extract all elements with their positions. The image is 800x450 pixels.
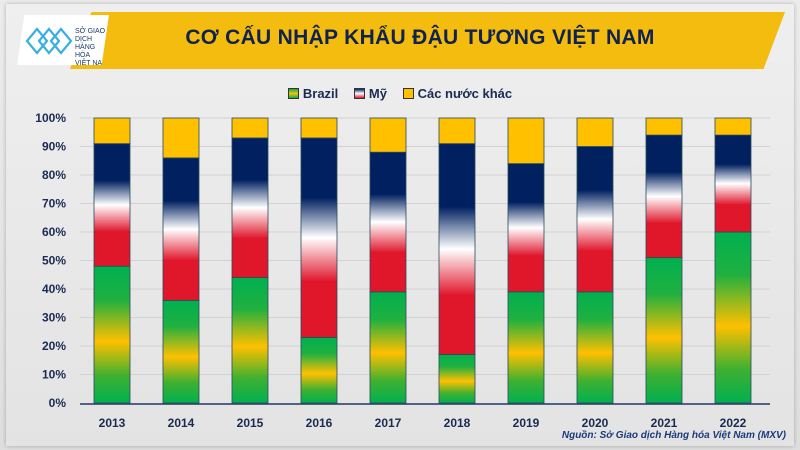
bar-segment-my xyxy=(576,146,614,293)
y-tick-label: 0% xyxy=(49,396,67,410)
bar-segment-others xyxy=(645,117,683,136)
bar-segment-brazil xyxy=(645,257,683,404)
bar-segment-brazil xyxy=(438,354,476,404)
y-tick-label: 20% xyxy=(42,339,66,353)
legend-swatch-my xyxy=(353,88,365,99)
bar-segment-my xyxy=(300,137,338,338)
legend-item-others: Các nước khác xyxy=(402,86,513,101)
bar-segment-others xyxy=(507,117,545,164)
chart-title: CƠ CẤU NHẬP KHẨU ĐẬU TƯƠNG VIỆT NAM xyxy=(185,26,655,49)
logo-mark-icon xyxy=(25,27,73,55)
bar-segment-brazil xyxy=(507,291,545,404)
legend-item-my: Mỹ xyxy=(353,86,387,101)
y-tick-label: 30% xyxy=(42,311,66,325)
bar-segment-my xyxy=(231,137,269,278)
legend-label: Các nước khác xyxy=(417,86,513,101)
bar-segment-others xyxy=(300,117,338,139)
bar-segment-others xyxy=(438,117,476,145)
bar-segment-others xyxy=(714,117,752,136)
source-note: Nguồn: Sở Giao dịch Hàng hóa Việt Nam (M… xyxy=(561,430,786,441)
bar-segment-brazil xyxy=(714,231,752,404)
y-tick-label: 100% xyxy=(35,111,66,125)
bar-segment-brazil xyxy=(162,299,200,404)
bar-segment-my xyxy=(162,157,200,301)
y-tick-label: 10% xyxy=(42,368,66,382)
y-tick-label: 60% xyxy=(42,225,66,239)
title-banner xyxy=(70,12,785,69)
x-tick-label: 2020 xyxy=(582,416,609,430)
legend-swatch-others xyxy=(402,88,414,99)
bar-segment-brazil xyxy=(300,337,338,404)
x-tick-label: 2015 xyxy=(237,416,264,430)
x-tick-label: 2018 xyxy=(444,416,471,430)
bar-segment-others xyxy=(93,117,131,145)
bar-segment-my xyxy=(93,143,131,267)
legend-item-brazil: Brazil xyxy=(287,86,339,101)
bar-segment-my xyxy=(507,163,545,293)
bar-segment-brazil xyxy=(231,277,269,404)
bar-segment-others xyxy=(162,117,200,159)
legend-label: Mỹ xyxy=(368,86,387,101)
logo: SỞ GIAO DỊCH HÀNG HÓA VIỆT NAM xyxy=(17,15,109,65)
y-tick-label: 90% xyxy=(42,140,66,154)
x-tick-label: 2022 xyxy=(720,416,747,430)
bar-segment-others xyxy=(231,117,269,139)
bar-segment-brazil xyxy=(369,291,407,404)
bar-segment-others xyxy=(576,117,614,147)
x-tick-label: 2019 xyxy=(513,416,540,430)
bar-segment-brazil xyxy=(93,265,131,404)
bar-segment-brazil xyxy=(576,291,614,404)
x-tick-label: 2014 xyxy=(168,416,195,430)
legend-swatch-brazil xyxy=(287,88,299,99)
bar-segment-my xyxy=(369,151,407,293)
bar-segment-my xyxy=(714,134,752,233)
x-tick-label: 2021 xyxy=(651,416,678,430)
x-tick-label: 2016 xyxy=(306,416,333,430)
y-tick-label: 40% xyxy=(42,282,66,296)
bar-segment-others xyxy=(369,117,407,153)
y-tick-label: 70% xyxy=(42,197,66,211)
legend-label: Brazil xyxy=(302,86,339,101)
y-tick-label: 80% xyxy=(42,168,66,182)
bar-segment-my xyxy=(438,143,476,355)
logo-text: SỞ GIAO DỊCH HÀNG HÓA VIỆT NAM xyxy=(75,28,108,67)
bar-segment-my xyxy=(645,134,683,259)
legend: Brazil Mỹ Các nước khác xyxy=(0,86,800,102)
x-tick-label: 2017 xyxy=(375,416,402,430)
x-tick-label: 2013 xyxy=(99,416,126,430)
y-tick-label: 50% xyxy=(42,254,66,268)
